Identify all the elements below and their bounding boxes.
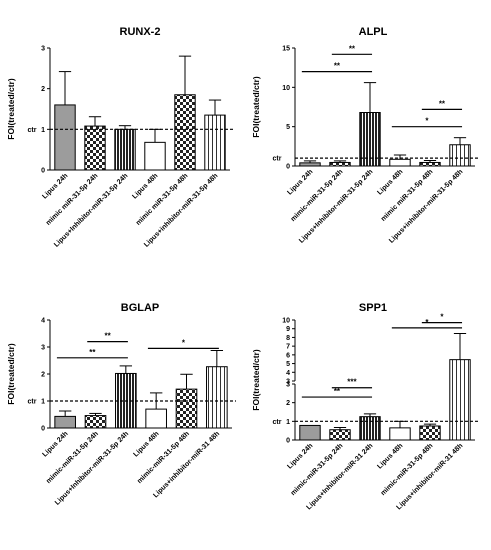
x-tick-label: mimic miR-31-5p 48h [380,168,434,222]
x-tick-label: Lipus 48h [376,168,404,196]
y-axis-label: FOI(treated/ctr) [251,76,261,138]
significance-label: ** [89,348,96,357]
bar [145,408,167,429]
bar [175,388,198,429]
bar [329,161,351,167]
y-tick-label: 9 [286,326,290,333]
bar [419,161,441,167]
y-tick-label: 8 [286,335,290,342]
x-tick-label: Lipus+inhibitor-miR-31 48h [396,442,465,511]
y-tick-label: 2 [41,372,45,379]
bar [144,141,166,171]
reference-label: ctr [28,127,37,134]
x-tick-label: mimic miR-31-5p 48h [135,172,189,226]
significance-label: *** [347,378,357,387]
y-tick-label: 10 [282,85,290,92]
x-tick-label: Lipus 24h [42,430,70,458]
y-tick-label: 15 [282,46,290,53]
x-tick-label: mimic-miR-31-5p 48h [136,430,191,485]
y-tick-label: 0 [286,438,290,445]
y-axis-label: FOI(treated/ctr) [6,343,16,405]
y-tick-label: 0 [41,168,45,175]
y-tick-label: 5 [286,124,290,131]
chart-title: ALPL [359,26,388,38]
bar [84,125,106,171]
x-tick-label: Lipus 24h [41,172,69,200]
x-tick-label: mimic miR-31-5p 24h [45,172,99,226]
x-tick-label: Lipus 24h [286,442,314,470]
x-tick-label: Lipus+Inhibitor-miR-31 24h [306,442,375,511]
y-tick-label: 0 [286,164,290,171]
bar [204,114,226,171]
chart-title: RUNX-2 [120,26,161,38]
y-tick-label: 4 [286,370,290,377]
x-tick-label: Lipus 48h [133,430,161,458]
x-tick-label: Lipus 48h [376,442,404,470]
x-tick-label: Lipus+inhibitor-miR-31 48h [152,430,221,499]
y-axis-label: FOI(treated/ctr) [6,78,16,140]
reference-label: ctr [273,156,282,163]
bar [359,112,381,167]
bar [419,425,441,441]
bar [299,162,321,167]
y-tick-label: 3 [41,46,45,53]
y-tick-label: 4 [41,318,45,325]
y-tick-label: 0 [41,426,45,433]
significance-label: * [440,313,444,322]
significance-label: ** [334,387,341,396]
x-tick-label: mimic-miR-31-5p 24h [45,430,100,485]
significance-label: ** [439,99,446,108]
y-tick-label: 3 [286,378,290,385]
y-tick-label: 6 [286,352,290,359]
bar [359,416,381,441]
y-tick-label: 2 [41,86,45,93]
y-tick-label: 1 [41,127,45,134]
bar [449,144,471,167]
chart-title: SPP1 [359,302,387,314]
y-tick-label: 1 [286,419,290,426]
x-tick-label: mimic-miR-31-5p 24h [290,442,345,497]
significance-label: * [182,338,186,347]
significance-label: ** [104,332,111,341]
significance-label: ** [349,44,356,53]
y-tick-label: 7 [286,344,290,351]
bar [389,427,411,441]
x-tick-label: Lipus 24h [286,168,314,196]
y-tick-label: 2 [286,400,290,407]
reference-label: ctr [28,399,37,406]
chart-title: BGLAP [121,302,160,314]
y-tick-label: 3 [41,345,45,352]
bar [174,94,196,171]
bar [84,415,107,429]
x-tick-label: mimic-miR-31-5p 24h [290,168,345,223]
bar [114,128,136,171]
x-tick-label: mimic-miR-31-5p 48h [380,442,435,497]
bar [54,104,76,171]
y-tick-label: 3 [286,382,290,389]
bar [329,429,351,441]
y-tick-label: 1 [41,399,45,406]
bar [389,158,411,167]
bar [299,424,321,441]
y-tick-label: 10 [282,318,290,325]
y-axis-label: FOI(treated/ctr) [251,349,261,411]
bar [206,366,228,429]
x-tick-label: Lipus 48h [131,172,159,200]
bar [54,415,76,429]
significance-label: * [425,117,429,126]
y-tick-label: 5 [286,361,290,368]
bar [449,359,471,441]
reference-label: ctr [273,419,282,426]
significance-label: ** [334,62,341,71]
